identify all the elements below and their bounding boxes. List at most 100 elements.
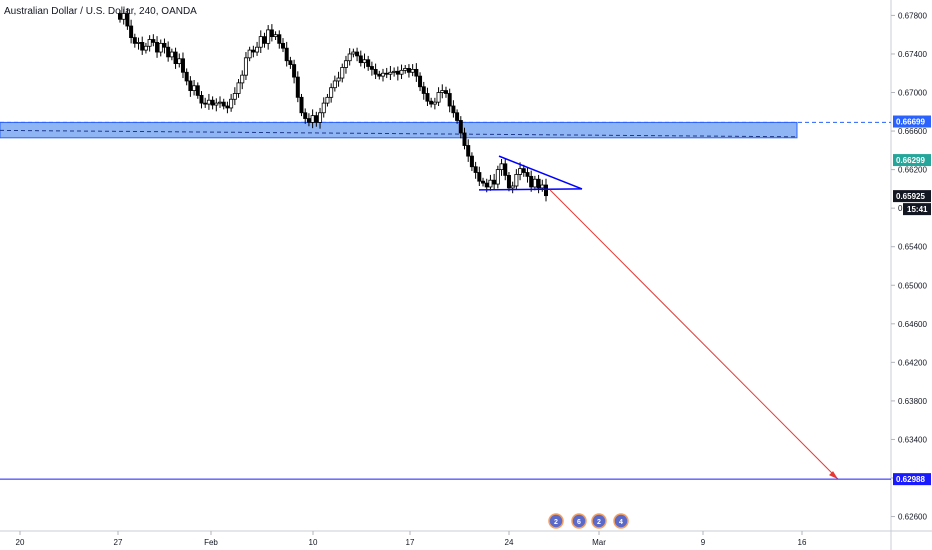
candle-body: [277, 34, 282, 44]
candle-body: [410, 68, 415, 73]
y-tick-label: 0.67000: [898, 89, 927, 98]
y-tick-label: 0.67800: [898, 11, 927, 20]
candle-body: [373, 68, 378, 75]
candle-body: [129, 25, 134, 38]
candle-body: [514, 174, 519, 187]
candle-body: [503, 163, 508, 176]
candle-body: [532, 178, 537, 188]
event-flag-icon: [613, 513, 629, 529]
current-price-badge-bg: [893, 190, 931, 203]
event-marker-count: 2: [554, 519, 558, 526]
candle-body: [406, 68, 411, 73]
event-marker-count: 4: [619, 519, 623, 526]
x-tick-label: 10: [309, 538, 318, 547]
target-price-badge: 0.62988: [896, 475, 925, 484]
event-marker-count: 2: [597, 519, 601, 526]
candle-body: [418, 75, 423, 88]
candle-body: [395, 70, 400, 75]
candle-body: [499, 163, 504, 171]
y-tick-label: 0.63400: [898, 435, 927, 444]
event-flag-icon: [591, 513, 607, 529]
y-tick-label: 0.64200: [898, 358, 927, 367]
y-tick-label: 0.67400: [898, 50, 927, 59]
candle-body: [495, 169, 500, 185]
candle-body: [306, 118, 311, 123]
candle-body: [188, 80, 193, 91]
candle-body: [162, 42, 167, 48]
candle-body: [169, 51, 174, 58]
countdown-badge-bg: [903, 203, 931, 216]
chart-title: Australian Dollar / U.S. Dollar, 240, OA…: [4, 6, 197, 17]
candle-body: [525, 172, 530, 177]
candle-body: [455, 112, 460, 121]
candle-body: [288, 60, 293, 65]
x-tick-label: 17: [406, 538, 415, 547]
y-tick-label: 0.66600: [898, 127, 927, 136]
candle-body: [414, 68, 419, 77]
green-price-badge: 0.66299: [896, 156, 925, 165]
x-tick-label: 27: [114, 538, 123, 547]
candle-body: [206, 99, 211, 105]
candle-body: [329, 87, 334, 98]
candle-body: [236, 82, 241, 94]
y-tick-label: 0.66200: [898, 166, 927, 175]
candle-body: [184, 71, 189, 82]
candle-body: [299, 96, 304, 114]
candle-body: [158, 42, 163, 53]
candle-body: [229, 98, 234, 109]
candle-body: [536, 178, 541, 189]
candle-body: [355, 51, 360, 57]
candle-body: [310, 115, 315, 123]
event-flag-icon: [571, 513, 587, 529]
candle-body: [421, 86, 426, 94]
candle-body: [384, 72, 389, 75]
candle-body: [529, 175, 534, 188]
candle-body: [332, 80, 337, 89]
candle-body: [506, 174, 511, 189]
candle-body: [147, 39, 152, 47]
candle-body: [369, 66, 374, 70]
candle-body: [429, 100, 434, 105]
candle-body: [195, 85, 200, 96]
candle-body: [118, 13, 123, 20]
y-tick-label: 0.63800: [898, 397, 927, 406]
candle-body: [321, 102, 326, 114]
candle-body: [466, 145, 471, 157]
candle-body: [258, 36, 263, 48]
triangle-upper-trendline: [498, 155, 583, 190]
x-tick-label: 24: [505, 538, 514, 547]
candle-body: [481, 180, 486, 184]
candle-body: [203, 102, 208, 105]
candle-body: [155, 42, 160, 53]
candle-body: [432, 101, 437, 105]
y-tick-label: 0.65000: [898, 281, 927, 290]
projection-line: [549, 189, 839, 480]
y-tick-label: 0.62600: [898, 513, 927, 522]
candle-body: [343, 60, 348, 68]
candle-body: [347, 53, 352, 62]
candle-body: [443, 90, 448, 94]
candle-body: [484, 182, 489, 188]
candle-body: [377, 73, 382, 77]
candle-body: [255, 46, 260, 53]
x-tick-label: 20: [16, 538, 25, 547]
candle-body: [173, 51, 178, 65]
candle-body: [262, 36, 267, 44]
candle-body: [318, 112, 323, 123]
candle-body: [232, 93, 237, 100]
current-price-badge: 0.65925: [896, 192, 925, 201]
countdown-badge: 15:41: [907, 205, 928, 214]
candle-body: [469, 155, 474, 168]
candle-body: [381, 72, 386, 77]
candle-body: [132, 37, 137, 44]
x-tick-label: Feb: [204, 538, 218, 547]
candle-body: [447, 93, 452, 107]
candle-body: [510, 185, 515, 189]
candle-body: [544, 184, 549, 197]
candle-body: [314, 115, 319, 123]
candle-body: [218, 101, 223, 104]
candle-body: [273, 34, 278, 38]
candle-body: [399, 69, 404, 75]
candle-body: [269, 29, 274, 38]
